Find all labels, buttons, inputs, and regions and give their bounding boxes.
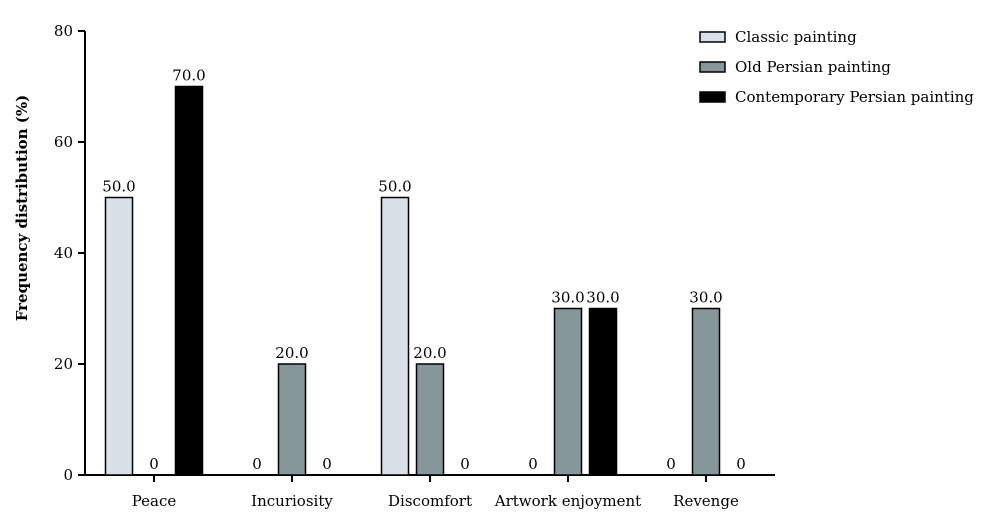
data-label-contemporary-persian-painting-revenge: 0 bbox=[736, 455, 746, 473]
data-label-old-persian-painting-discomfort: 20.0 bbox=[413, 344, 446, 362]
bar-old-persian-painting-discomfort bbox=[415, 363, 445, 476]
bar-classic-painting-peace bbox=[104, 196, 134, 476]
y-tick-label: 80 bbox=[54, 22, 73, 40]
legend-swatch-old-persian-painting bbox=[699, 61, 726, 73]
bar-contemporary-persian-painting-peace bbox=[174, 85, 204, 476]
legend-label-classic-painting: Classic painting bbox=[735, 28, 857, 46]
y-axis-title: Frequency distribution (%) bbox=[13, 95, 31, 322]
y-tick-label: 0 bbox=[63, 466, 73, 484]
x-tick-label-incuriosity: Incuriosity bbox=[251, 492, 333, 510]
bar-contemporary-persian-painting-artwork-enjoyment bbox=[588, 307, 618, 476]
legend-label-old-persian-painting: Old Persian painting bbox=[735, 58, 891, 76]
x-tick-label-discomfort: Discomfort bbox=[388, 492, 472, 510]
legend: Classic painting Old Persian painting Cont… bbox=[699, 28, 974, 106]
bar-old-persian-painting-incuriosity bbox=[277, 363, 307, 476]
x-tick-label-revenge: Revenge bbox=[673, 492, 739, 510]
axes: 0 20 40 60 80 Peace Incuriosity Discomfort Artwo… bbox=[54, 22, 775, 510]
bars bbox=[104, 85, 721, 476]
data-label-contemporary-persian-painting-artwork-enjoyment: 30.0 bbox=[586, 289, 619, 307]
data-label-contemporary-persian-painting-discomfort: 0 bbox=[460, 455, 470, 473]
data-label-contemporary-persian-painting-peace: 70.0 bbox=[172, 67, 205, 85]
x-tick-label-artwork-enjoyment: Artwork enjoyment bbox=[494, 492, 641, 510]
legend-swatch-classic-painting bbox=[699, 31, 726, 43]
data-label-classic-painting-discomfort: 50.0 bbox=[378, 178, 411, 196]
data-label-classic-painting-revenge: 0 bbox=[666, 455, 676, 473]
legend-label-contemporary-persian-painting: Contemporary Persian painting bbox=[735, 88, 974, 106]
legend-swatch-contemporary-persian-painting bbox=[699, 91, 726, 103]
y-tick-label: 40 bbox=[54, 244, 73, 262]
bar-old-persian-painting-artwork-enjoyment bbox=[553, 307, 583, 476]
data-label-classic-painting-peace: 50.0 bbox=[102, 178, 135, 196]
data-label-old-persian-painting-peace: 0 bbox=[149, 455, 159, 473]
bar-classic-painting-discomfort bbox=[380, 196, 410, 476]
y-tick-label: 20 bbox=[54, 355, 73, 373]
data-label-contemporary-persian-painting-incuriosity: 0 bbox=[322, 455, 332, 473]
data-label-old-persian-painting-revenge: 30.0 bbox=[689, 289, 722, 307]
data-label-classic-painting-incuriosity: 0 bbox=[252, 455, 262, 473]
bar-old-persian-painting-revenge bbox=[691, 307, 721, 476]
data-label-old-persian-painting-artwork-enjoyment: 30.0 bbox=[551, 289, 584, 307]
y-tick-label: 60 bbox=[54, 133, 73, 151]
data-label-classic-painting-artwork-enjoyment: 0 bbox=[528, 455, 538, 473]
x-tick-label-peace: Peace bbox=[132, 492, 177, 510]
data-label-old-persian-painting-incuriosity: 20.0 bbox=[275, 344, 308, 362]
